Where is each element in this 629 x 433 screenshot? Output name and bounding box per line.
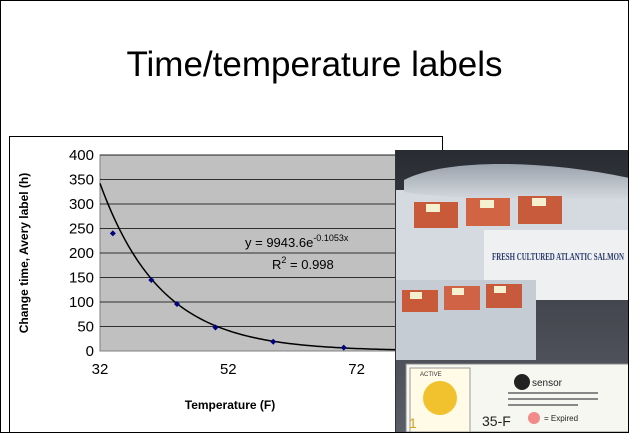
- y-axis-ticks: 0 50 100 150 200 250 300 350 400: [69, 147, 94, 360]
- x-tick-label: 72: [348, 361, 365, 378]
- y-tick-label: 100: [69, 294, 94, 311]
- r-squared-label: R2 = 0.998: [272, 255, 334, 272]
- chart-container: 0 50 100 150 200 250 300 350 400 32 52 72 y = 9943…: [9, 136, 443, 432]
- y-axis-label: Change time, Avery label (h): [17, 173, 31, 333]
- data-point: [109, 230, 116, 237]
- y-tick-label: 250: [69, 221, 94, 238]
- slide-title: Time/temperature labels: [126, 45, 503, 84]
- trendline-equation: y = 9943.6e-0.1053x: [245, 233, 349, 250]
- sensor-fineprint: [508, 404, 578, 406]
- equation-main: y = 9943.6e: [245, 235, 313, 250]
- price-label: [494, 286, 506, 293]
- data-point: [270, 338, 277, 345]
- data-point: [340, 344, 347, 351]
- sensor-expired-text: = Expired: [544, 414, 578, 423]
- equation-exponent: -0.1053x: [313, 233, 349, 243]
- r-squared-superscript: 2: [281, 255, 286, 265]
- r-squared-symbol: R: [272, 257, 281, 272]
- sensor-expired-dot: [528, 412, 540, 424]
- sensor-logo-icon: [514, 374, 530, 390]
- price-label: [452, 288, 464, 295]
- sensor-indicator-circle: [423, 381, 457, 415]
- sensor-brand: sensor: [532, 378, 563, 389]
- sensor-code: 35-F: [482, 413, 511, 429]
- sensor-active-text: ACTIVE: [420, 372, 442, 378]
- y-tick-label: 350: [69, 172, 94, 189]
- data-point: [173, 300, 180, 307]
- y-tick-label: 50: [77, 319, 94, 336]
- gridlines: [100, 154, 440, 327]
- price-label: [410, 292, 422, 299]
- box-label: FRESH CULTURED ATLANTIC SALMON: [492, 251, 624, 263]
- x-tick-label: 32: [92, 361, 109, 378]
- sensor-fineprint: [508, 392, 598, 394]
- price-label: [426, 204, 440, 212]
- x-axis-label: Temperature (F): [185, 398, 275, 412]
- sensor-number: 1: [409, 415, 417, 431]
- salmon-fish: [404, 164, 628, 202]
- y-tick-label: 400: [69, 147, 94, 164]
- r-squared-value: = 0.998: [286, 257, 333, 272]
- trendline-curve: [99, 183, 441, 352]
- sensor-fineprint: [508, 398, 598, 400]
- x-axis-ticks: 32 52 72: [92, 361, 365, 378]
- scatter-chart: 0 50 100 150 200 250 300 350 400 32 52 72 y = 9943…: [17, 147, 441, 412]
- price-label: [532, 198, 546, 206]
- y-tick-label: 200: [69, 245, 94, 262]
- salmon-photo: FRESH CULTURED ATLANTIC SALMON ACTIVE 1 …: [395, 150, 628, 432]
- y-tick-label: 300: [69, 196, 94, 213]
- x-tick-label: 52: [220, 361, 237, 378]
- y-tick-label: 150: [69, 270, 94, 287]
- price-label: [480, 200, 494, 208]
- y-tick-label: 0: [86, 343, 94, 360]
- data-point: [212, 324, 219, 331]
- data-point: [148, 276, 155, 283]
